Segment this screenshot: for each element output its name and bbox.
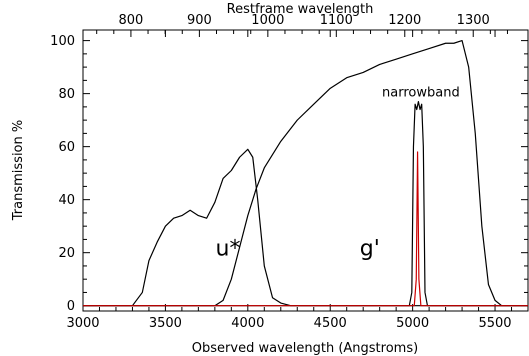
x-tick-label: 5000 bbox=[396, 316, 429, 331]
y-tick-label: 20 bbox=[58, 246, 75, 261]
x-axis-ticks: 3000 3500 4000 4500 5000 5500 bbox=[66, 30, 529, 331]
narrowband-profile-filter-curve bbox=[83, 151, 528, 307]
top-tick-label: 1100 bbox=[320, 13, 353, 28]
y-tick-label: 40 bbox=[58, 193, 75, 208]
g-filter-curve bbox=[83, 39, 528, 307]
x-tick-label: 3000 bbox=[66, 316, 99, 331]
top-axis-ticks: 800 900 1000 1100 1200 1300 bbox=[96, 13, 508, 37]
x-tick-label: 3500 bbox=[149, 316, 182, 331]
annotation-label: narrowband bbox=[382, 85, 460, 100]
annotation-label: u* bbox=[216, 236, 241, 261]
x-axis-label: Observed wavelength (Angstroms) bbox=[192, 341, 418, 356]
series-layer bbox=[83, 39, 528, 307]
plot-frame bbox=[82, 29, 529, 312]
narrowband-filter-curve bbox=[83, 100, 528, 307]
y-tick-label: 60 bbox=[58, 140, 75, 155]
y-axis-label: Transmission % bbox=[11, 120, 26, 221]
y-tick-label: 80 bbox=[58, 87, 75, 102]
top-tick-label: 900 bbox=[187, 13, 212, 28]
top-axis-label: Restframe wavelength bbox=[227, 2, 374, 17]
top-tick-label: 1300 bbox=[457, 13, 490, 28]
x-tick-label: 4000 bbox=[231, 316, 264, 331]
top-tick-label: 800 bbox=[119, 13, 144, 28]
x-tick-label: 5500 bbox=[478, 316, 511, 331]
y-tick-label: 0 bbox=[67, 299, 75, 314]
y-axis-ticks: 0 20 40 60 80 100 bbox=[50, 34, 528, 314]
y-tick-label: 100 bbox=[50, 34, 75, 49]
top-tick-label: 1200 bbox=[388, 13, 421, 28]
annotation-label: g' bbox=[360, 236, 380, 261]
top-tick-label: 1000 bbox=[251, 13, 284, 28]
u-filter-curve bbox=[83, 148, 528, 307]
annotation-layer: u* g' narrowband bbox=[216, 85, 460, 261]
x-tick-label: 4500 bbox=[314, 316, 347, 331]
